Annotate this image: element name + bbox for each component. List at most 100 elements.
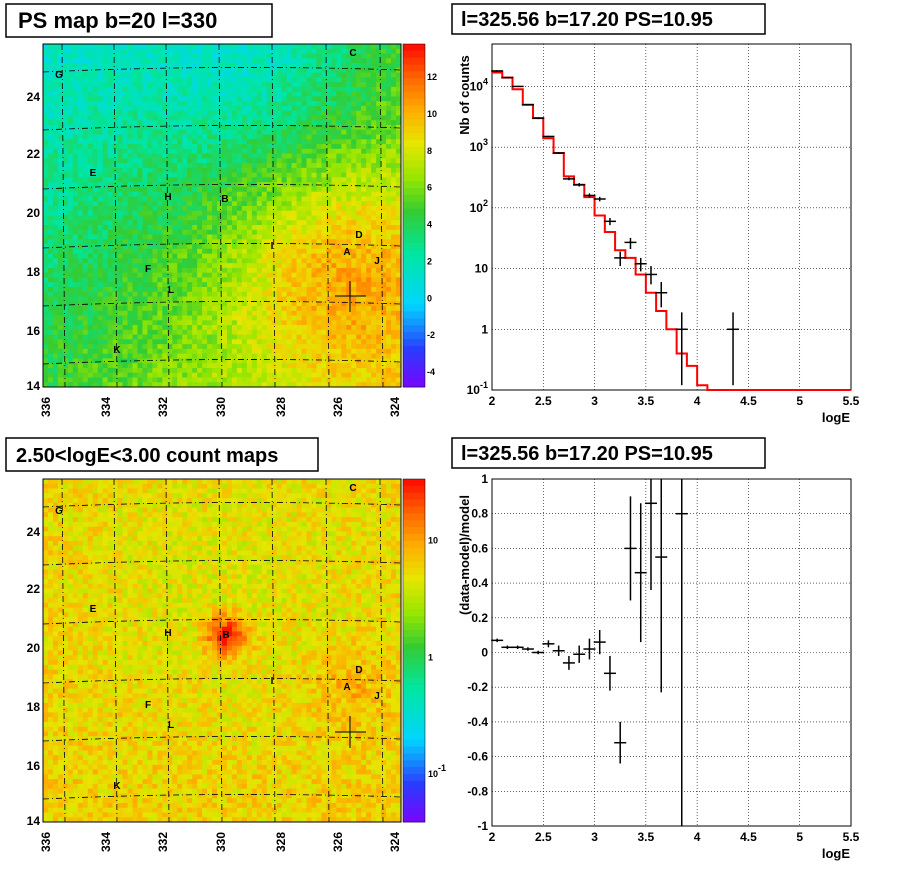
heatmap-cell	[251, 205, 258, 212]
heatmap-cell	[311, 129, 317, 135]
heatmap-cell	[187, 120, 193, 126]
heatmap-cell	[147, 86, 153, 93]
heatmap-cell	[222, 263, 228, 269]
heatmap-cell	[266, 244, 273, 250]
heatmap-cell	[182, 348, 188, 355]
heatmap-cell	[271, 220, 278, 226]
heatmap-cell	[386, 86, 392, 93]
heatmap-cell	[202, 186, 208, 193]
heatmap-cell	[241, 191, 248, 197]
heatmap-cell	[147, 310, 153, 316]
heatmap-cell	[336, 272, 342, 278]
heatmap-cell	[162, 167, 168, 174]
heatmap-cell	[107, 220, 114, 226]
heatmap-cell	[261, 110, 268, 116]
heatmap-cell	[371, 115, 377, 121]
heatmap-cell	[341, 267, 347, 274]
heatmap-cell	[301, 320, 307, 326]
heatmap-cell	[326, 53, 332, 59]
heatmap-cell	[97, 115, 104, 121]
heatmap-cell	[306, 363, 312, 369]
heatmap-cell	[97, 344, 104, 350]
heatmap-cell	[331, 101, 337, 107]
heatmap-cell	[117, 96, 123, 102]
heatmap-cell	[316, 301, 322, 307]
heatmap-cell	[187, 282, 193, 288]
heatmap-cell	[276, 225, 283, 231]
heatmap-cell	[346, 158, 352, 164]
heatmap-cell	[241, 267, 248, 274]
heatmap-cell	[202, 120, 208, 126]
heatmap-cell	[291, 348, 297, 355]
heatmap-cell	[182, 353, 188, 359]
heatmap-cell	[47, 325, 54, 331]
heatmap-cell	[147, 172, 153, 178]
heatmap-cell	[341, 377, 347, 383]
heatmap-cell	[281, 110, 288, 116]
heatmap-cell	[77, 96, 84, 102]
heatmap-cell	[346, 244, 352, 250]
heatmap-cell	[226, 148, 233, 154]
heatmap-cell	[187, 315, 193, 321]
heatmap-cell	[366, 186, 372, 193]
heatmap-cell	[102, 272, 109, 278]
heatmap-cell	[326, 77, 332, 83]
heatmap-cell	[341, 291, 347, 297]
heatmap-cell	[142, 53, 148, 59]
heatmap-cell	[187, 129, 193, 135]
heatmap-cell	[286, 358, 293, 364]
heatmap-cell	[356, 205, 362, 212]
heatmap-cell	[177, 382, 183, 388]
heatmap-cell	[187, 229, 193, 235]
heatmap-cell	[207, 201, 213, 207]
heatmap-cell	[222, 382, 228, 388]
heatmap-cell	[122, 120, 128, 126]
heatmap-cell	[47, 353, 54, 359]
heatmap-cell	[87, 225, 94, 231]
heatmap-cell	[246, 215, 253, 221]
heatmap-cell	[112, 277, 118, 283]
heatmap-cell	[212, 91, 218, 97]
heatmap-cell	[107, 205, 114, 212]
heatmap-cell	[87, 367, 94, 374]
heatmap-cell	[142, 67, 148, 73]
heatmap-cell	[366, 86, 372, 93]
heatmap-cell	[192, 115, 198, 121]
heatmap-cell	[371, 210, 377, 216]
heatmap-cell	[207, 244, 213, 250]
heatmap-cell	[147, 377, 153, 383]
heatmap-cell	[77, 225, 84, 231]
heatmap-cell	[261, 220, 268, 226]
heatmap-cell	[202, 48, 208, 54]
heatmap-cell	[251, 344, 258, 350]
heatmap-cell	[102, 215, 109, 221]
heatmap-cell	[92, 115, 99, 121]
heatmap-cell	[376, 372, 382, 378]
heatmap-cell	[281, 272, 288, 278]
heatmap-cell	[336, 296, 342, 302]
heatmap-cell	[77, 267, 84, 274]
heatmap-cell	[157, 53, 163, 59]
heatmap-cell	[142, 158, 148, 164]
heatmap-cell	[256, 158, 263, 164]
heatmap-cell	[152, 291, 158, 297]
heatmap-cell	[321, 253, 327, 259]
heatmap-cell	[236, 325, 243, 331]
heatmap-cell	[57, 163, 64, 169]
heatmap-cell	[102, 205, 109, 212]
heatmap-cell	[331, 286, 337, 293]
heatmap-cell	[142, 367, 148, 374]
heatmap-cell	[87, 153, 94, 159]
heatmap-cell	[177, 329, 183, 335]
heatmap-cell	[376, 148, 382, 154]
heatmap-cell	[321, 282, 327, 288]
heatmap-cell	[222, 139, 228, 145]
heatmap-cell	[371, 239, 377, 245]
heatmap-cell	[47, 44, 54, 50]
heatmap-cell	[162, 144, 168, 150]
heatmap-cell	[147, 253, 153, 259]
heatmap-cell	[217, 358, 223, 364]
heatmap-cell	[62, 139, 69, 145]
heatmap-cell	[356, 86, 362, 93]
heatmap-cell	[117, 225, 123, 231]
